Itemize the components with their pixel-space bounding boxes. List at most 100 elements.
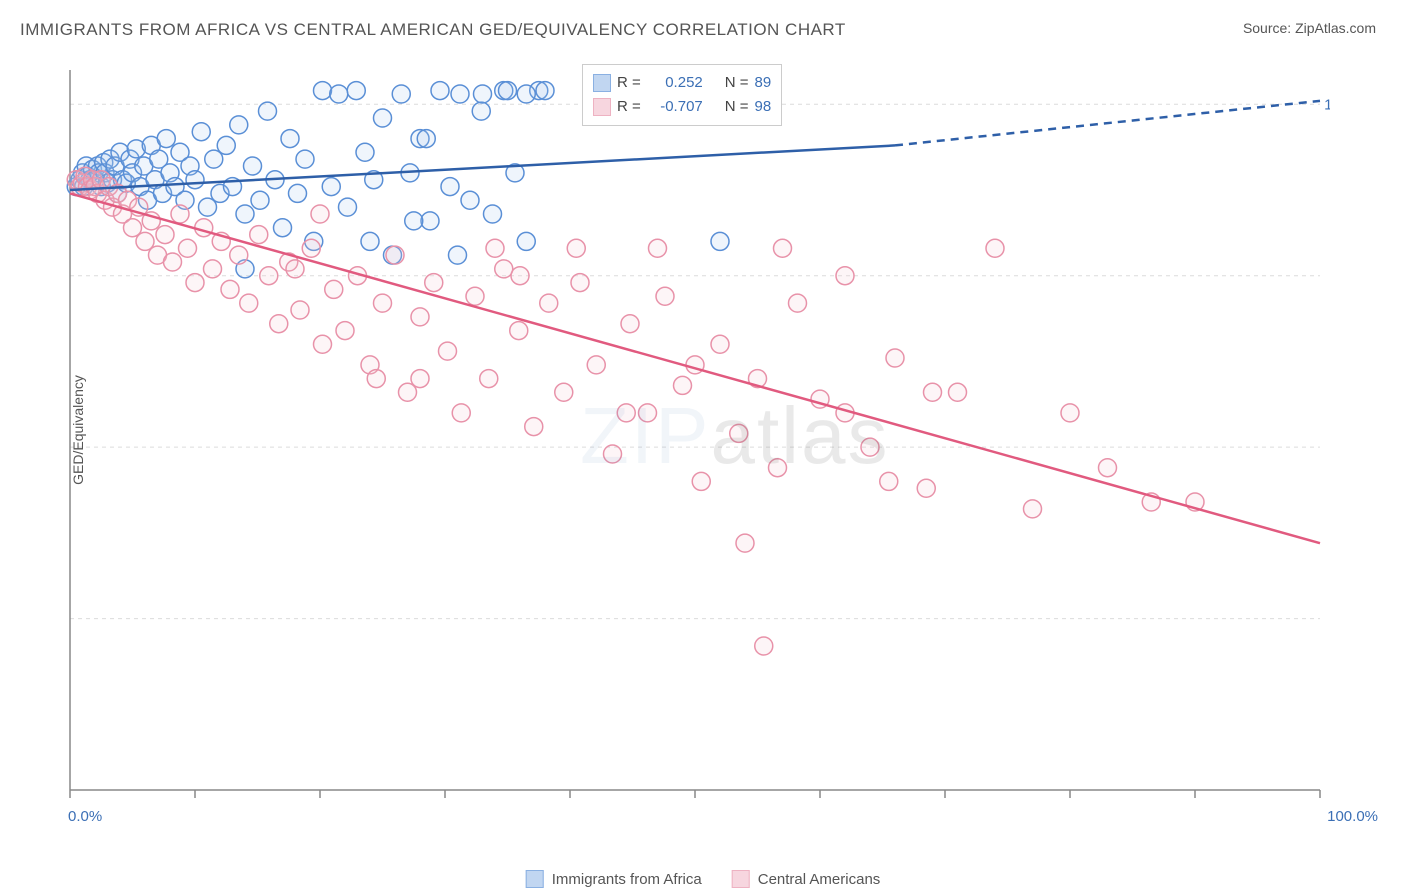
legend-row-africa: R =0.252N =89 (593, 71, 771, 95)
data-point (587, 356, 605, 374)
legend-series-name: Central Americans (758, 871, 881, 888)
data-point (769, 459, 787, 477)
source-value: ZipAtlas.com (1295, 20, 1376, 36)
r-label: R = (617, 71, 641, 95)
data-point (314, 82, 332, 100)
data-point (314, 335, 332, 353)
data-point (861, 438, 879, 456)
correlation-legend: R =0.252N =89R =-0.707 N =98 (582, 64, 782, 126)
legend-swatch-icon (593, 98, 611, 116)
data-point (367, 370, 385, 388)
data-point (411, 308, 429, 326)
data-point (604, 445, 622, 463)
data-point (674, 376, 692, 394)
data-point (886, 349, 904, 367)
data-point (336, 322, 354, 340)
axis-tick-label: 100.0% (1327, 808, 1378, 825)
data-point (617, 404, 635, 422)
data-point (386, 246, 404, 264)
data-point (1099, 459, 1117, 477)
source-label: Source: (1243, 20, 1291, 36)
data-point (186, 274, 204, 292)
axis-tick-label: 0.0% (68, 808, 102, 825)
data-point (361, 232, 379, 250)
data-point (274, 219, 292, 237)
trend-line-central (70, 193, 1320, 543)
legend-swatch-icon (526, 870, 544, 888)
data-point (656, 287, 674, 305)
data-point (711, 232, 729, 250)
data-point (281, 130, 299, 148)
data-point (567, 239, 585, 257)
data-point (917, 479, 935, 497)
data-point (164, 253, 182, 271)
data-point (347, 82, 365, 100)
data-point (325, 280, 343, 298)
data-point (405, 212, 423, 230)
data-point (286, 260, 304, 278)
data-point (536, 82, 554, 100)
n-value: 98 (755, 95, 772, 119)
data-point (649, 239, 667, 257)
data-point (240, 294, 258, 312)
data-point (439, 342, 457, 360)
legend-item-central: Central Americans (732, 870, 881, 888)
data-point (510, 322, 528, 340)
data-point (555, 383, 573, 401)
data-point (525, 418, 543, 436)
data-point (204, 260, 222, 278)
data-point (311, 205, 329, 223)
n-label: N = (725, 95, 749, 119)
data-point (789, 294, 807, 312)
data-point (425, 274, 443, 292)
y-tick-label: 100.0% (1324, 96, 1330, 113)
data-point (260, 267, 278, 285)
data-point (692, 472, 710, 490)
scatter-chart: 25.0%50.0%75.0%100.0% (60, 60, 1330, 800)
data-point (230, 246, 248, 264)
r-value: -0.707 (647, 95, 703, 119)
data-point (1024, 500, 1042, 518)
data-point (639, 404, 657, 422)
data-point (461, 191, 479, 209)
data-point (466, 287, 484, 305)
data-point (517, 85, 535, 103)
data-point (392, 85, 410, 103)
data-point (755, 637, 773, 655)
data-point (452, 404, 470, 422)
data-point (374, 109, 392, 127)
data-point (195, 219, 213, 237)
data-point (986, 239, 1004, 257)
data-point (540, 294, 558, 312)
data-point (296, 150, 314, 168)
trend-extrapolation-africa (895, 101, 1320, 146)
data-point (431, 82, 449, 100)
data-point (157, 130, 175, 148)
r-label: R = (617, 95, 641, 119)
data-point (179, 239, 197, 257)
data-point (221, 280, 239, 298)
chart-header: IMMIGRANTS FROM AFRICA VS CENTRAL AMERIC… (0, 0, 1406, 50)
data-point (1061, 404, 1079, 422)
data-point (356, 143, 374, 161)
legend-series-name: Immigrants from Africa (552, 871, 702, 888)
data-point (302, 239, 320, 257)
legend-item-africa: Immigrants from Africa (526, 870, 702, 888)
data-point (171, 205, 189, 223)
data-point (449, 246, 467, 264)
data-point (217, 136, 235, 154)
data-point (480, 370, 498, 388)
data-point (441, 178, 459, 196)
legend-swatch-icon (732, 870, 750, 888)
data-point (330, 85, 348, 103)
data-point (730, 424, 748, 442)
data-point (270, 315, 288, 333)
source-attribution: Source: ZipAtlas.com (1243, 20, 1376, 36)
legend-swatch-icon (593, 74, 611, 92)
data-point (374, 294, 392, 312)
data-point (774, 239, 792, 257)
data-point (339, 198, 357, 216)
data-point (836, 267, 854, 285)
chart-title: IMMIGRANTS FROM AFRICA VS CENTRAL AMERIC… (20, 20, 846, 40)
data-point (186, 171, 204, 189)
